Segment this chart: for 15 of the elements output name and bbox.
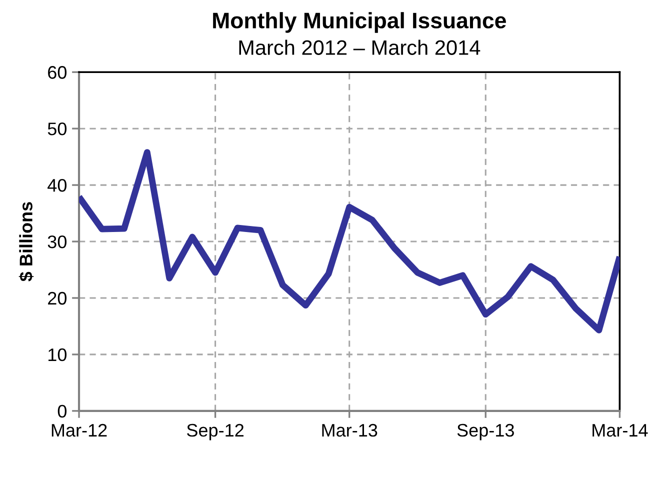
x-tick-label: Sep-12 — [187, 424, 244, 440]
x-tick-label: Mar-14 — [592, 424, 648, 437]
y-axis-title: $ Billions — [18, 202, 34, 282]
chart-title: Monthly Municipal Issuance — [213, 12, 506, 33]
y-tick-label: 50 — [48, 122, 67, 136]
y-tick-label: 60 — [48, 66, 67, 79]
y-tick-label: 20 — [48, 292, 67, 305]
y-tick-label: 30 — [48, 235, 67, 248]
chart-subtitle: March 2012 – March 2014 — [239, 40, 480, 55]
y-tick-label: 40 — [48, 178, 67, 192]
y-tick-label: 10 — [48, 348, 67, 362]
x-tick-label: Sep-13 — [457, 424, 514, 440]
x-tick-label: Mar-12 — [52, 424, 107, 437]
x-tick-label: Mar-13 — [322, 424, 378, 437]
y-tick-label: 0 — [58, 404, 66, 418]
